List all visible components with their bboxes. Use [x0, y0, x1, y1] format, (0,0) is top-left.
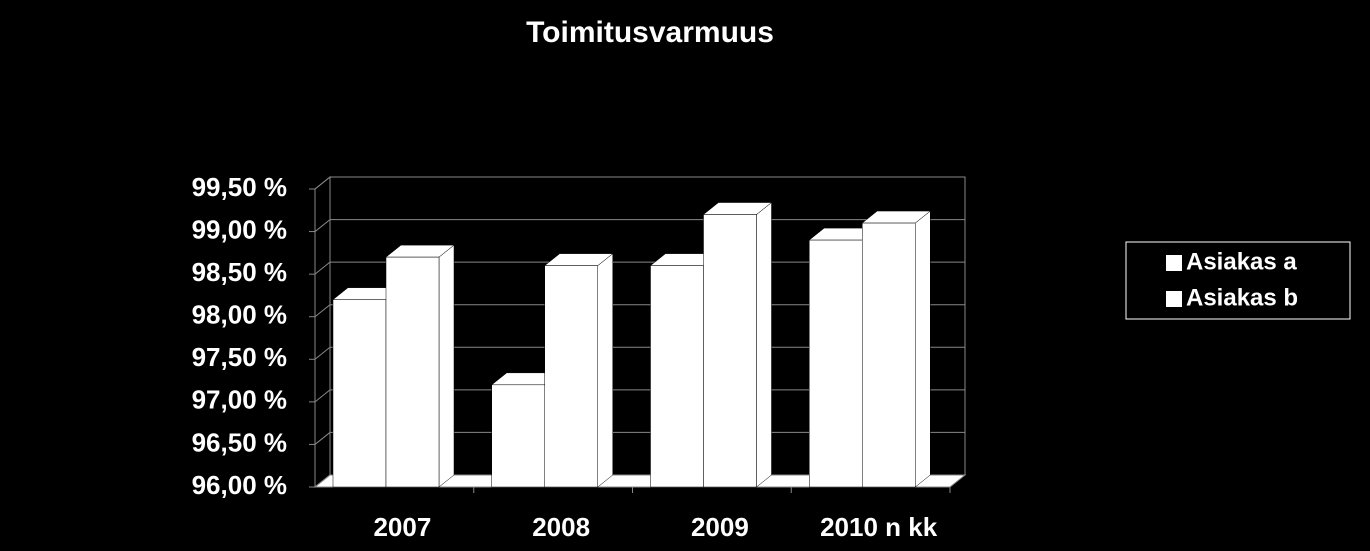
y-tick-label: 97,50 % — [192, 342, 287, 372]
bar-side — [438, 244, 455, 488]
y-tick-label: 97,00 % — [192, 385, 287, 415]
y-tick-label: 98,50 % — [192, 257, 287, 287]
legend-swatch — [1166, 291, 1182, 307]
bar-front — [650, 265, 704, 488]
y-tick-label: 98,00 % — [192, 300, 287, 330]
x-tick-label: 2009 — [691, 512, 749, 542]
chart-title: Toimitusvarmuus — [526, 16, 774, 49]
bar-front — [862, 222, 916, 488]
y-tick-label: 96,00 % — [192, 470, 287, 500]
bar-side — [597, 253, 613, 488]
x-tick-label: 2008 — [532, 512, 590, 542]
bar-side — [756, 202, 772, 488]
y-tick-label: 96,50 % — [192, 427, 287, 457]
grid-line — [314, 176, 965, 190]
bar-front — [332, 299, 387, 488]
y-tick-label: 99,00 % — [192, 214, 287, 244]
legend-swatch — [1166, 255, 1182, 271]
x-tick-label: 2010 n kk — [820, 512, 938, 542]
bar — [385, 244, 455, 488]
x-tick-label: 2007 — [373, 512, 431, 542]
side-wall — [314, 175, 331, 489]
legend-label: Asiakas b — [1186, 284, 1298, 311]
bar-front — [491, 384, 545, 488]
bar — [861, 210, 931, 488]
legend-label: Asiakas a — [1186, 248, 1297, 275]
bar-front — [385, 256, 440, 488]
bar — [702, 202, 773, 488]
legend-box — [1125, 241, 1351, 320]
bar-side — [915, 210, 931, 488]
bar-front — [703, 214, 757, 488]
bar-front — [544, 265, 598, 488]
bar-front — [809, 239, 863, 488]
bar — [544, 253, 614, 488]
y-tick-label: 99,50 % — [192, 172, 287, 202]
